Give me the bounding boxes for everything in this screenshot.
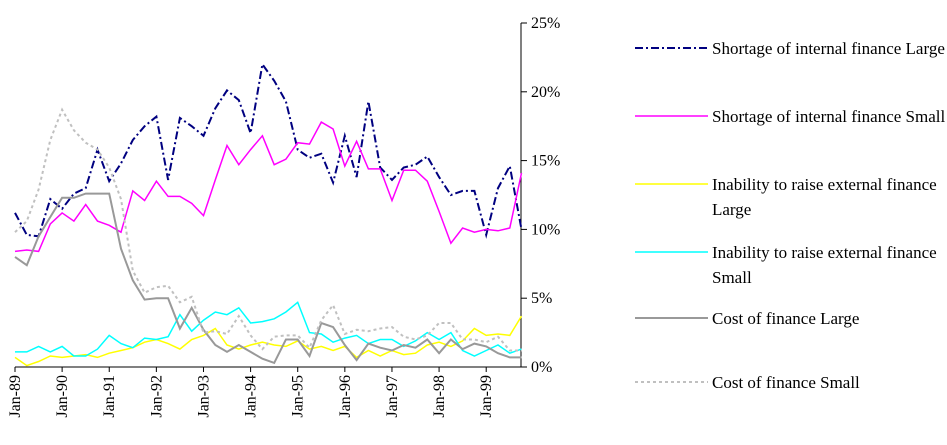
x-tick-label: Jan-98	[431, 375, 448, 418]
legend-label: Inability to raise external finance Smal…	[712, 243, 937, 287]
series-line	[14, 107, 522, 352]
y-tick-label: 20%	[531, 84, 560, 101]
series-line	[14, 121, 523, 253]
legend-label: Cost of finance Small	[712, 373, 860, 392]
x-tick-label: Jan-89	[7, 375, 24, 418]
x-tick-label: Jan-94	[243, 375, 260, 418]
y-tick-label: 25%	[531, 15, 560, 32]
legend-label: Inability to raise external finance Larg…	[712, 175, 937, 219]
x-tick-label: Jan-96	[337, 375, 354, 418]
y-tick-label: 0%	[531, 359, 552, 376]
y-tick-label: 5%	[531, 290, 552, 307]
series-line	[15, 301, 522, 357]
legend-label: Shortage of internal finance Large	[712, 39, 945, 58]
legend-label: Shortage of internal finance Small	[712, 107, 946, 126]
legend-label: Cost of finance Large	[712, 309, 860, 328]
x-tick-label: Jan-93	[195, 375, 212, 418]
x-tick-label: Jan-92	[148, 375, 165, 418]
x-tick-label: Jan-95	[290, 375, 307, 418]
y-tick-label: 10%	[531, 221, 560, 238]
series-line	[14, 315, 523, 367]
x-tick-label: Jan-91	[101, 375, 118, 418]
x-tick-label: Jan-99	[478, 375, 495, 418]
y-tick-label: 15%	[531, 153, 560, 170]
x-tick-label: Jan-97	[384, 375, 401, 418]
x-tick-label: Jan-90	[54, 375, 71, 418]
series-line	[14, 192, 522, 365]
series-line	[14, 61, 523, 239]
